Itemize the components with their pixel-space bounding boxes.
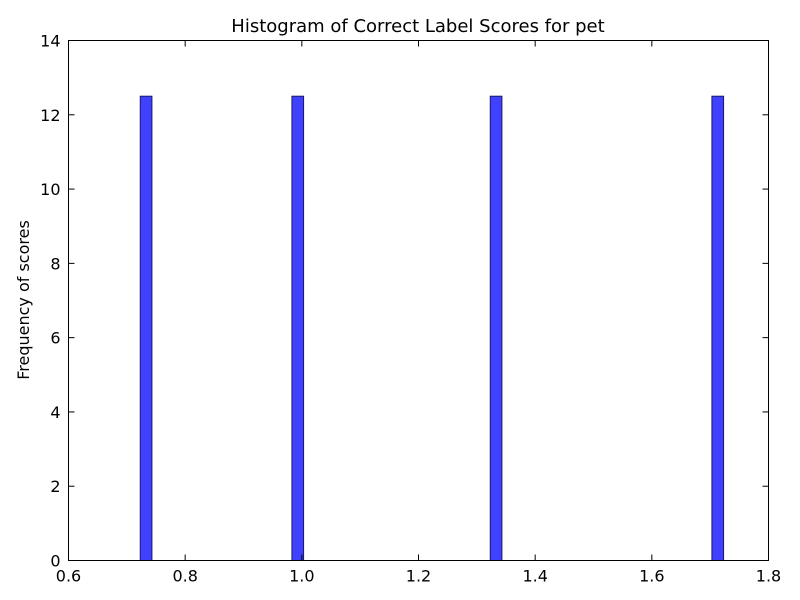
y-tick-label: 6 [50,329,60,348]
x-tick-label: 1.0 [289,567,314,586]
y-tick-label: 14 [40,32,60,51]
y-axis-label: Frequency of scores [14,220,33,380]
bars-group [139,95,725,561]
y-tick-label: 10 [40,180,60,199]
ticks-group: 0.6 0.8 1.0 1.2 1.4 1.6 1.8 0 2 4 6 8 10 12 14 [40,32,781,586]
x-tick-label: 1.8 [756,567,781,586]
y-tick-label: 2 [50,477,60,496]
x-tick-label: 1.6 [639,567,664,586]
y-tick-label: 4 [50,403,60,422]
x-tick-label: 1.2 [406,567,431,586]
histogram-bar [489,95,503,561]
chart-title: Histogram of Correct Label Scores for pe… [231,16,604,37]
histogram-bar [139,95,153,561]
y-tick-label: 0 [50,552,60,571]
histogram-bar [711,95,725,561]
y-tick-label: 8 [50,254,60,273]
plot-frame [68,40,769,561]
x-tick-label: 0.6 [56,567,81,586]
x-tick-label: 0.8 [172,567,197,586]
y-tick-label: 12 [40,106,60,125]
histogram-bar [291,95,305,561]
x-tick-label: 1.4 [522,567,547,586]
